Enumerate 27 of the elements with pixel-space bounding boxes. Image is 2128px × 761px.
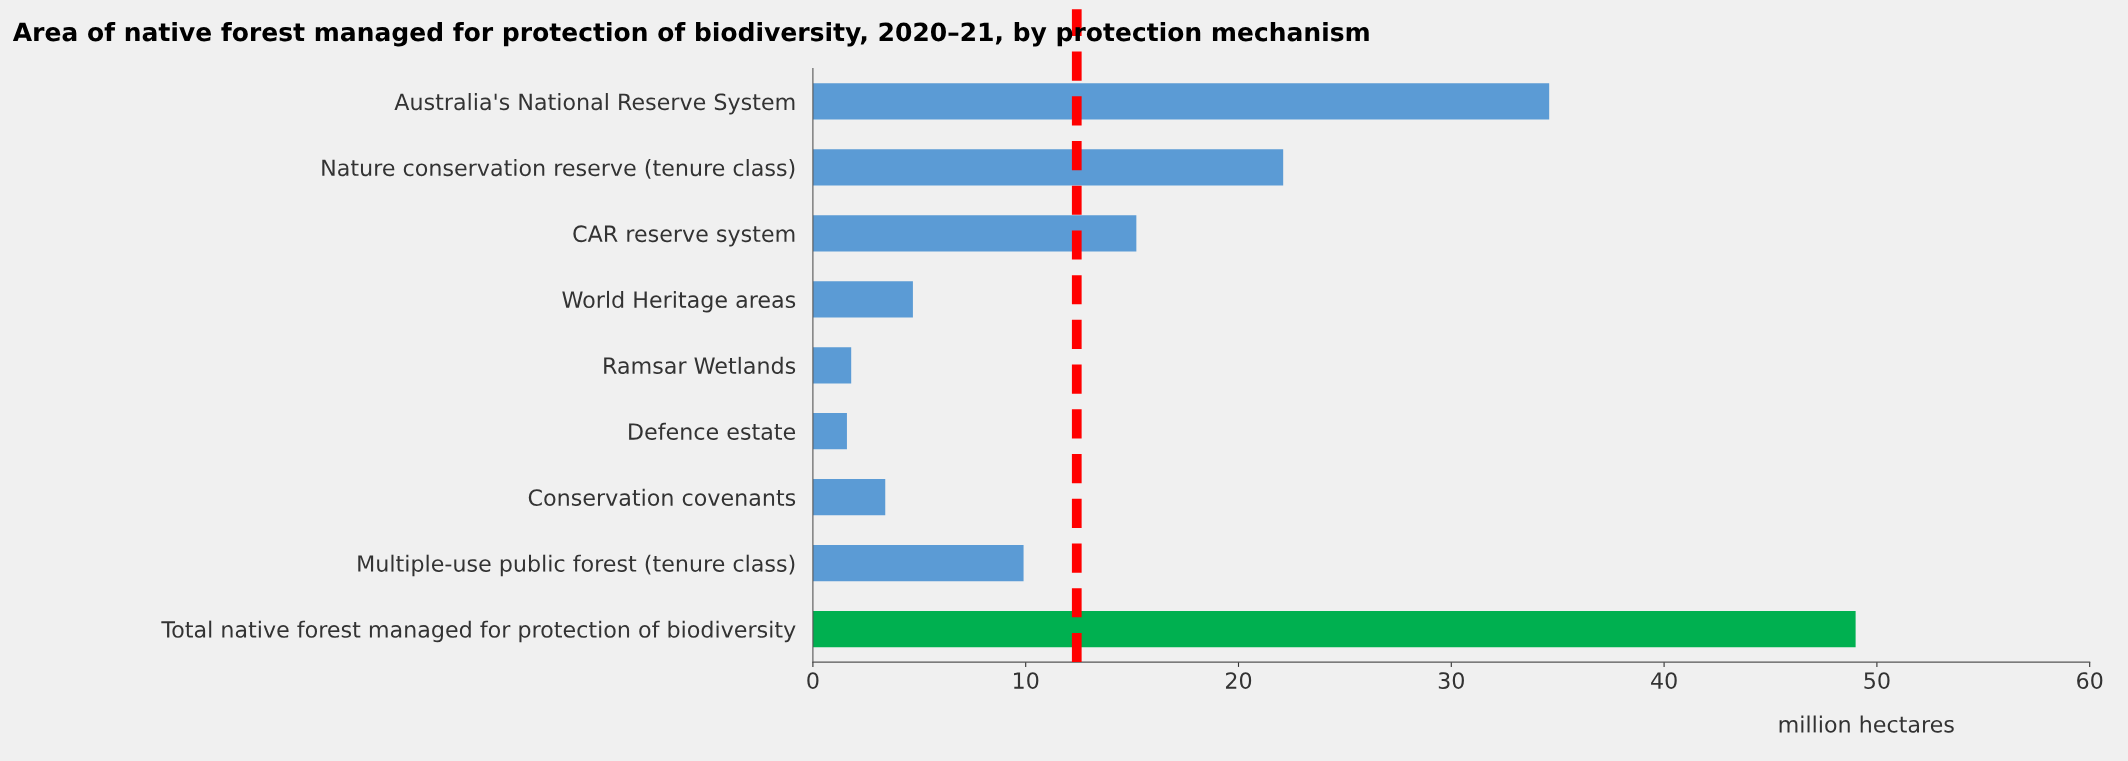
chart-title: Area of native forest managed for protection of biodiversity, 2020–21, by protection mechanism — [12, 22, 1369, 47]
bar — [812, 347, 852, 384]
y-tick-label: Multiple-use public forest (tenure class) — [358, 554, 795, 577]
y-tick-label: Nature conservation reserve (tenure class) — [322, 158, 795, 179]
y-tick-label: Total native forest managed for protection of biodiversity — [161, 620, 796, 643]
y-tick-label: Conservation covenants — [528, 488, 796, 506]
bar — [812, 149, 1284, 186]
x-tick-label: 10 — [1014, 672, 1039, 689]
y-tick-label: World Heritage areas — [562, 290, 796, 313]
x-tick-label: 30 — [1438, 672, 1464, 689]
x-tick-label: 0 — [807, 672, 819, 689]
bar — [812, 413, 847, 450]
x-tick-label: 40 — [1651, 672, 1677, 689]
x-axis-title: million hectares — [1779, 715, 1954, 733]
bar — [812, 215, 1137, 252]
bar — [812, 610, 1856, 648]
bar — [812, 479, 886, 516]
y-tick-label: Australia's National Reserve System — [394, 93, 795, 115]
x-tick-label: 60 — [2077, 672, 2103, 689]
y-tick-label: Defence estate — [629, 422, 796, 440]
y-tick-label: CAR reserve system — [573, 225, 795, 247]
bar — [812, 281, 913, 318]
bar — [812, 545, 1024, 582]
x-tick-label: 50 — [1864, 672, 1890, 689]
bar — [812, 83, 1550, 120]
x-tick-label: 20 — [1225, 672, 1252, 689]
y-tick-label: Ramsar Wetlands — [604, 356, 796, 375]
